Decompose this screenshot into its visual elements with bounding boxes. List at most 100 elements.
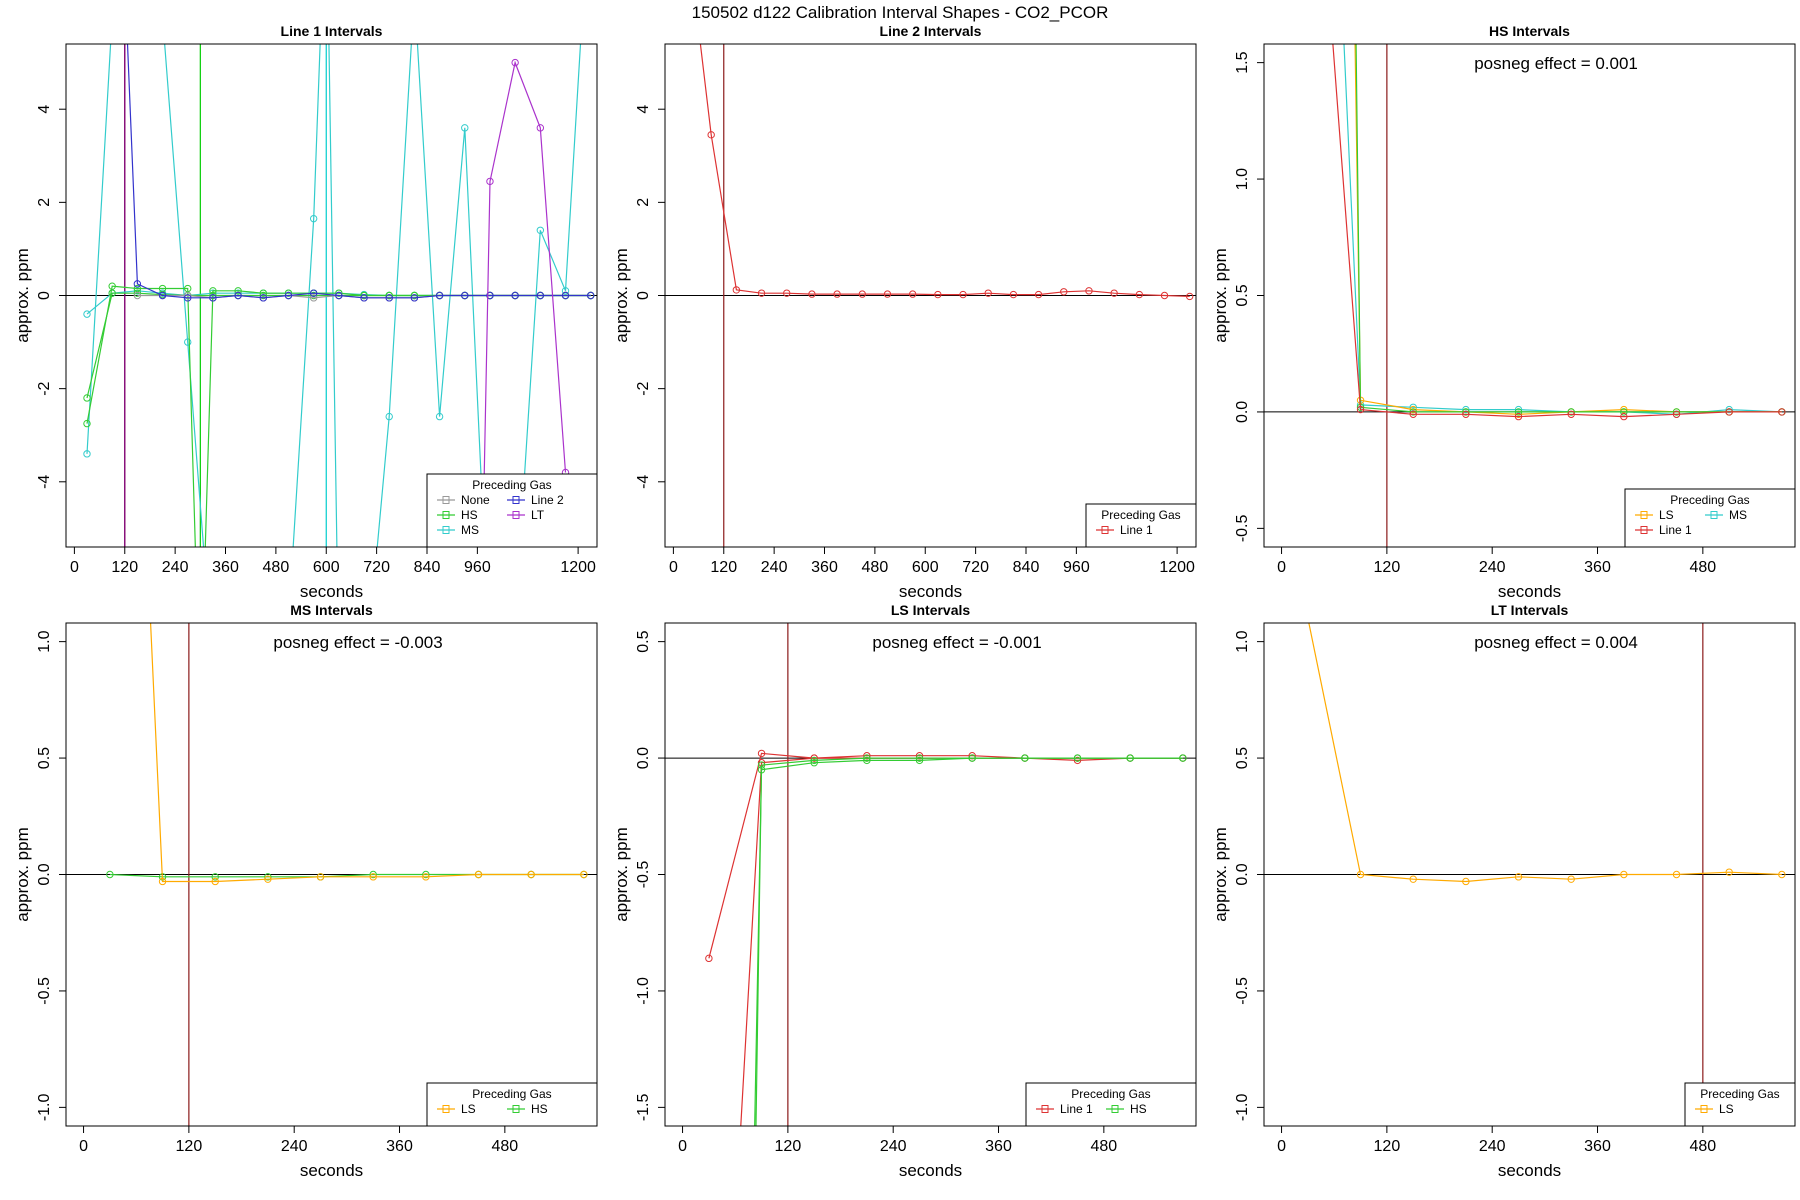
data-point (184, 294, 192, 302)
data-point (810, 754, 818, 762)
series-line (708, 752, 1183, 959)
data-point (410, 294, 419, 302)
data-point (1462, 410, 1470, 418)
legend-title: Preceding Gas (1700, 1087, 1779, 1101)
data-point (487, 665, 493, 671)
data-point (133, 287, 142, 295)
data-point (561, 291, 570, 300)
legend-swatch-marker (442, 526, 450, 534)
data-point (369, 870, 377, 879)
legend-title: Preceding Gas (472, 478, 551, 492)
data-point (209, 294, 217, 302)
data-point (106, 870, 114, 879)
x-tick-label: 360 (1584, 559, 1611, 576)
x-tick-label: 360 (985, 1138, 1012, 1155)
x-tick-label: 240 (880, 1138, 907, 1155)
legend-entry-label: HS (461, 508, 478, 522)
data-point (810, 756, 818, 765)
legend-swatch-marker (1640, 511, 1648, 519)
data-point (1514, 410, 1523, 418)
data-point (422, 870, 430, 879)
legend-entry-label: Line 2 (531, 493, 564, 507)
data-point (1186, 292, 1194, 301)
legend-entry-label: LS (1719, 1102, 1734, 1116)
data-point (705, 954, 713, 963)
y-tick-label: 0.0 (36, 863, 53, 885)
data-point (1409, 875, 1417, 883)
data-point (863, 756, 871, 765)
data-point (435, 291, 444, 300)
data-point (1778, 870, 1786, 879)
legend-swatch-marker (512, 511, 520, 519)
data-point (511, 291, 519, 300)
data-point (133, 284, 142, 293)
y-tick-label: -1.0 (635, 977, 652, 1005)
data-point (435, 412, 444, 421)
data-point (863, 754, 871, 762)
x-tick-label: 480 (1689, 1138, 1716, 1155)
y-tick-label: -1.0 (36, 1093, 53, 1121)
legend-swatch-marker (442, 511, 450, 519)
data-point (316, 873, 325, 881)
data-point (1409, 405, 1417, 414)
data-point (1725, 405, 1733, 414)
y-tick-label: 1.0 (1234, 168, 1251, 190)
legend-title: Preceding Gas (472, 1087, 551, 1101)
data-point (108, 289, 116, 297)
x-tick-label: 120 (1374, 1138, 1401, 1155)
y-axis-label: approx. ppm (1211, 827, 1230, 922)
chart-title: MS Intervals (290, 602, 373, 618)
figure-title: 150502 d122 Calibration Interval Shapes … (692, 3, 1109, 22)
y-tick-label: -0.5 (635, 861, 652, 889)
data-point (757, 761, 766, 769)
y-axis-label: approx. ppm (13, 248, 32, 343)
data-point (474, 870, 483, 879)
y-tick-label: -0.5 (1234, 514, 1251, 542)
x-tick-label: 960 (1063, 559, 1090, 576)
data-point (259, 289, 267, 297)
legend-swatch-marker (1640, 526, 1648, 534)
data-point (536, 291, 545, 300)
x-tick-label: 1200 (560, 559, 596, 576)
y-axis-label: approx. ppm (612, 248, 631, 343)
y-tick-label: 0 (36, 291, 53, 300)
data-point (1514, 405, 1523, 414)
plot-frame (65, 622, 598, 1127)
y-tick-label: 1.5 (1234, 51, 1251, 73)
x-tick-label: 120 (1374, 559, 1401, 576)
data-point (1021, 754, 1029, 762)
x-tick-label: 360 (1584, 1138, 1611, 1155)
x-tick-label: 840 (1013, 559, 1040, 576)
x-tick-label: 120 (176, 1138, 203, 1155)
x-axis-label: seconds (899, 1161, 962, 1180)
data-point (369, 873, 377, 881)
chart-title: LT Intervals (1491, 602, 1569, 618)
data-point (858, 290, 866, 298)
legend-swatch-marker (442, 496, 450, 504)
data-point (1135, 290, 1144, 299)
data-point (83, 419, 91, 428)
legend-swatch-marker (1710, 511, 1718, 519)
data-point (209, 287, 217, 295)
series-lt (482, 58, 570, 547)
data-point (1778, 408, 1786, 416)
data-point (1034, 290, 1043, 299)
data-point (133, 291, 142, 300)
data-point (527, 870, 535, 879)
data-point (158, 877, 167, 886)
data-point (984, 289, 992, 297)
series-hs (755, 754, 1187, 1126)
legend-entry-label: MS (461, 523, 479, 537)
legend-box (1684, 1082, 1796, 1127)
y-axis-label: approx. ppm (612, 827, 631, 922)
legend-title: Preceding Gas (1670, 493, 1749, 507)
data-point (109, 13, 115, 19)
data-point (1085, 287, 1093, 295)
data-point (336, 665, 342, 671)
data-point (486, 291, 494, 300)
y-tick-label: -0.5 (1234, 977, 1251, 1005)
x-tick-label: 0 (79, 1138, 88, 1155)
x-tick-label: 0 (678, 1138, 687, 1155)
